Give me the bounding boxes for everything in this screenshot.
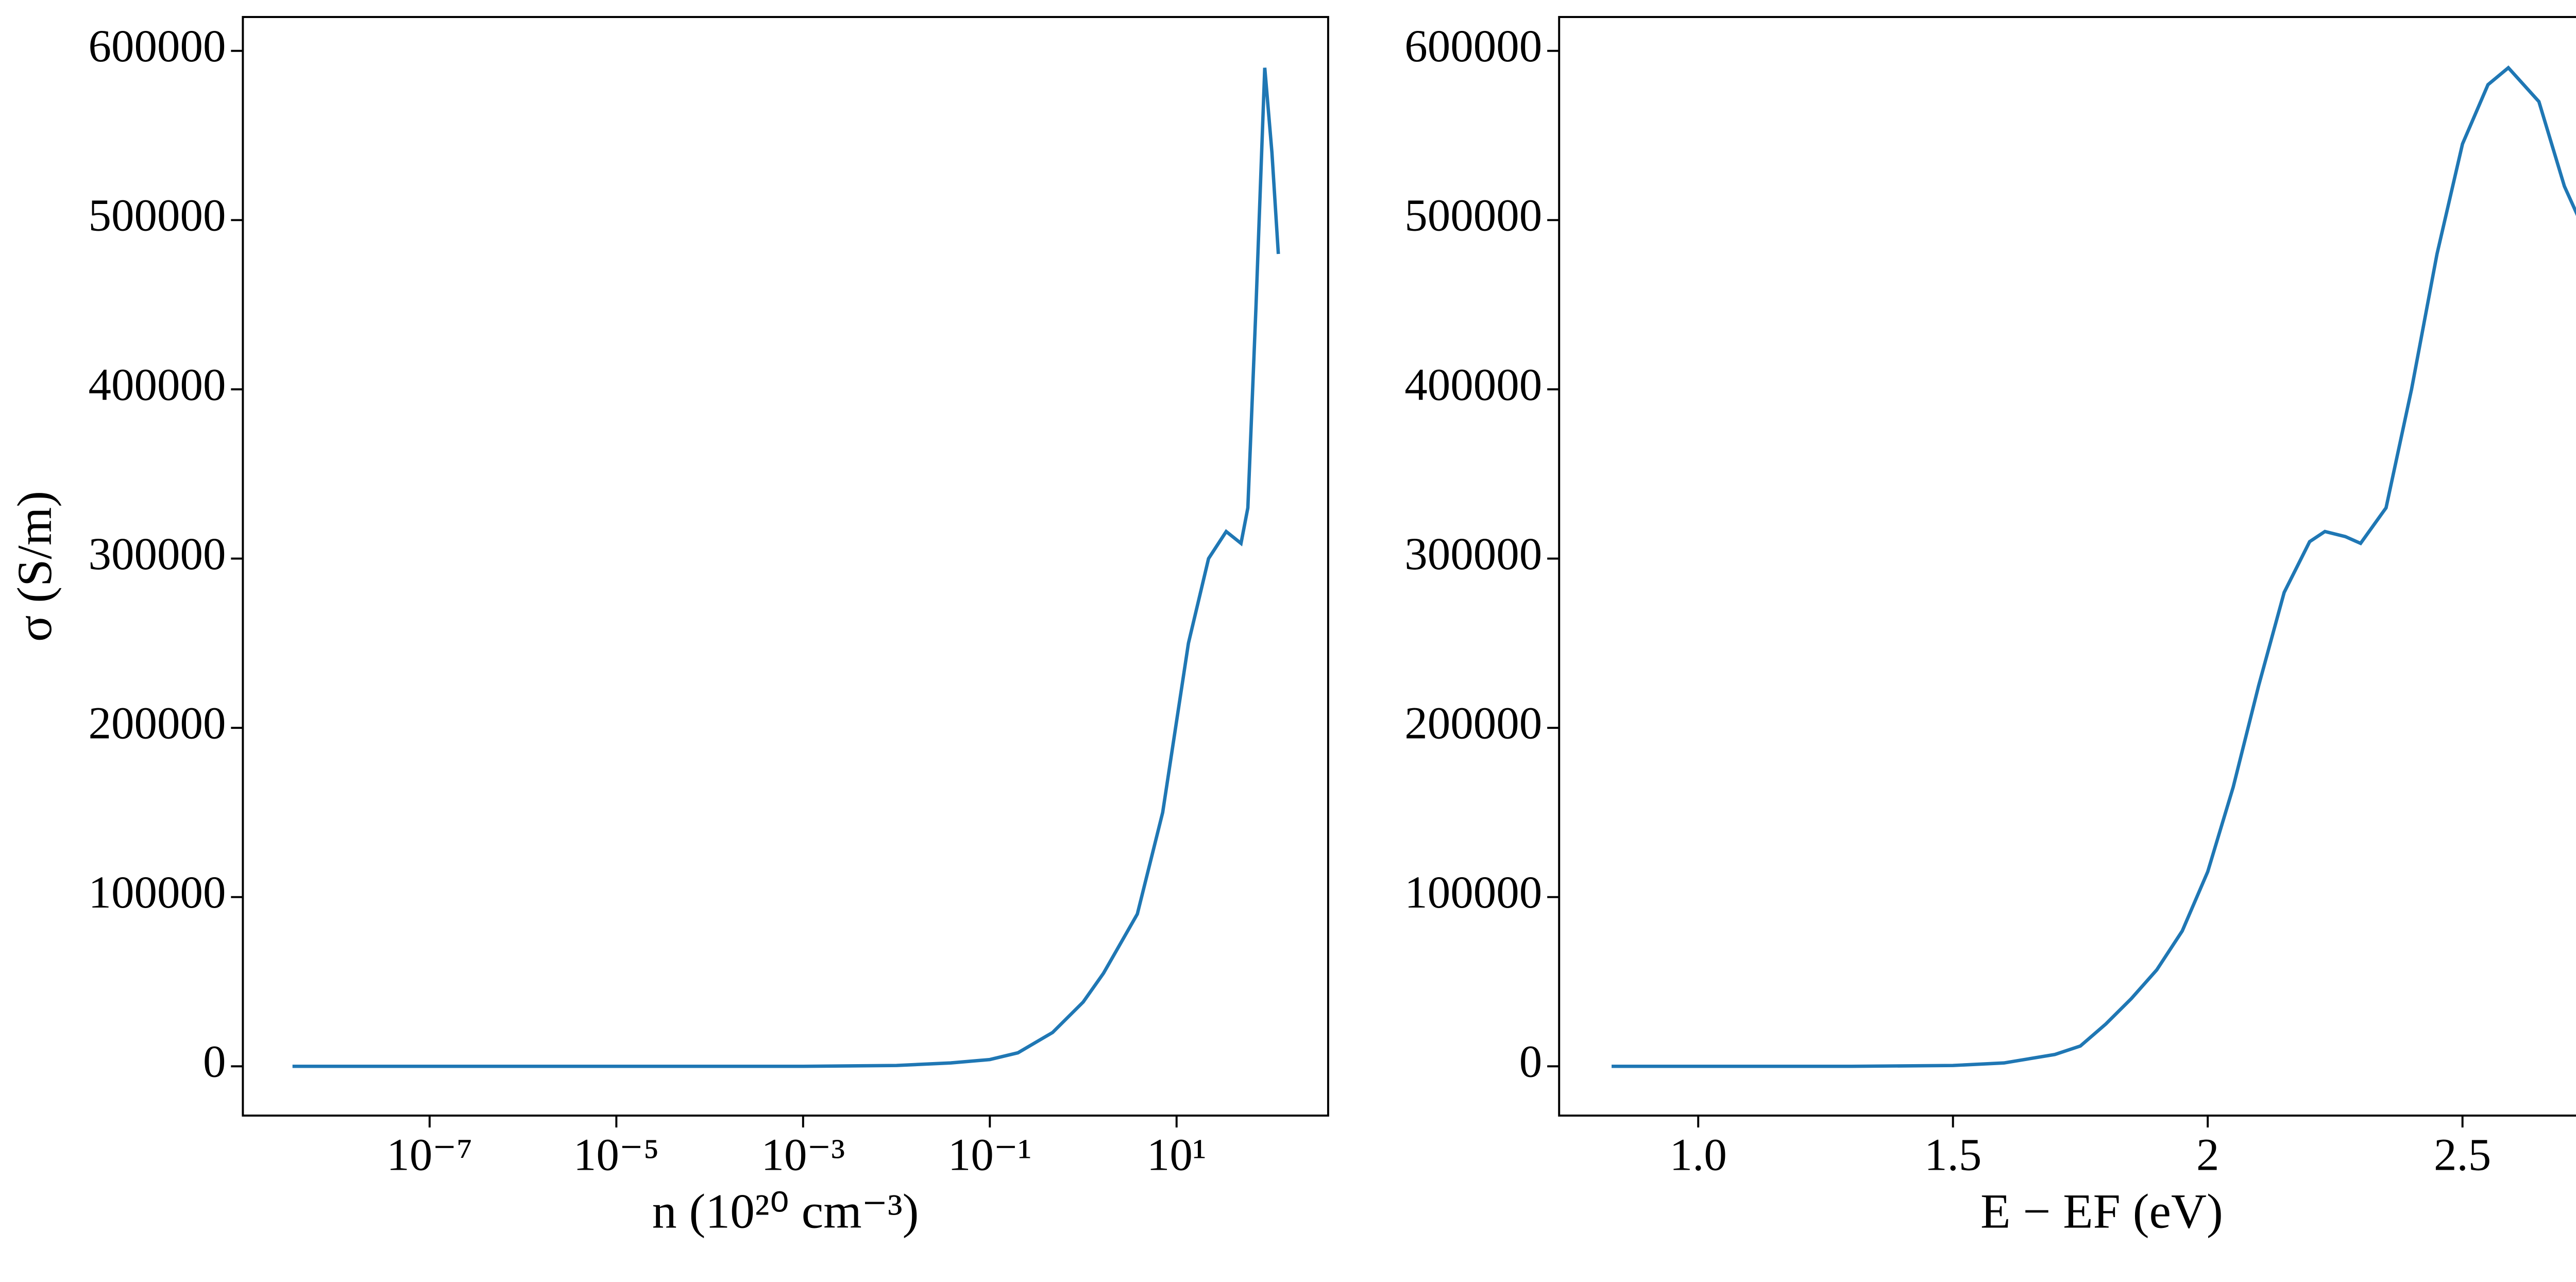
- x-tick-label: 10¹: [1147, 1130, 1207, 1180]
- line-series: [1612, 65, 2576, 1068]
- y-tick-label: 200000: [1404, 698, 1542, 749]
- y-tick-label: 0: [203, 1037, 226, 1087]
- y-tick-label: 100000: [88, 867, 226, 918]
- y-tick-label: 300000: [1404, 529, 1542, 579]
- y-tick-label: 300000: [88, 529, 226, 579]
- y-tick-label: 600000: [88, 21, 226, 72]
- x-tick-label: 2.5: [2434, 1130, 2491, 1180]
- y-tick-label: 100000: [1404, 867, 1542, 918]
- x-tick-label: 10⁻¹: [948, 1130, 1032, 1180]
- y-tick-label: 500000: [1404, 191, 1542, 241]
- y-tick-label: 500000: [88, 191, 226, 241]
- x-tick-label: 1.5: [1924, 1130, 1981, 1180]
- x-tick-label: 2: [2196, 1130, 2219, 1180]
- y-tick-label: 400000: [88, 360, 226, 410]
- y-tick-label: 600000: [1404, 21, 1542, 72]
- x-tick-label: 10⁻⁷: [386, 1130, 472, 1180]
- plot-frame: [242, 16, 1329, 1117]
- x-axis-label: n (10²⁰ cm⁻³): [652, 1184, 919, 1238]
- plot-frame: [1558, 16, 2576, 1117]
- y-tick-label: 0: [1519, 1037, 1543, 1087]
- x-tick-label: 10⁻⁵: [573, 1130, 659, 1180]
- y-tick-label: 200000: [88, 698, 226, 749]
- y-tick-label: 400000: [1404, 360, 1542, 410]
- x-tick-label: 10⁻³: [761, 1130, 845, 1180]
- y-axis-label: σ (S/m): [7, 491, 62, 642]
- x-axis-label: E − EF (eV): [1980, 1184, 2223, 1238]
- x-tick-label: 1.0: [1670, 1130, 1727, 1180]
- line-series: [292, 67, 1280, 1068]
